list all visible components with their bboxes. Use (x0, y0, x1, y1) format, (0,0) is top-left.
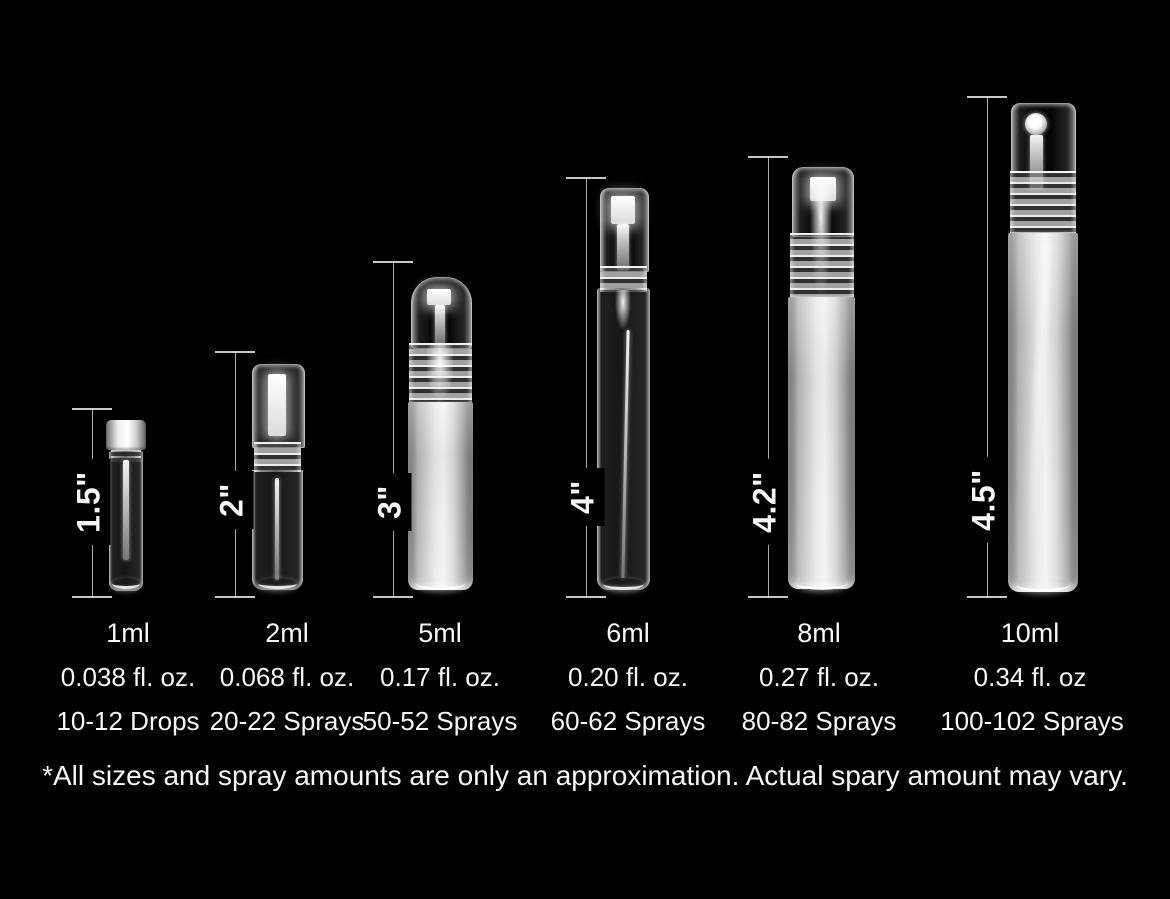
bottle-5ml-photo (406, 275, 475, 592)
fl-oz-label-10ml: 0.34 fl. oz (973, 662, 1087, 692)
base-highlight (258, 578, 297, 589)
measure-tick-top-2ml (215, 351, 255, 353)
spray-pump (268, 374, 286, 436)
measure-tick-top-8ml (748, 156, 788, 158)
base-highlight (416, 578, 465, 590)
spray-count-label-5ml: 50-52 Sprays (362, 706, 518, 736)
spray-count-label-6ml: 60-62 Sprays (550, 706, 706, 736)
dip-tube (275, 478, 279, 580)
height-label-6ml: 4" (561, 468, 605, 526)
bottle-cap (106, 420, 146, 450)
measure-tick-bottom-1ml (72, 596, 112, 598)
bottle-6ml-photo (595, 186, 652, 592)
base-highlight (1016, 577, 1070, 592)
measure-line-10ml (987, 96, 988, 598)
height-label-2ml: 2" (210, 471, 254, 529)
height-label-10ml: 4.5" (962, 457, 1006, 543)
bottle-1ml-photo (104, 418, 148, 594)
collar-ribs (254, 442, 301, 472)
volume-label-8ml: 8ml (797, 618, 841, 648)
spray-count-label-10ml: 100-102 Sprays (940, 706, 1124, 736)
measure-tick-top-10ml (967, 96, 1007, 98)
bottle-2ml-photo (250, 362, 305, 592)
base-highlight (603, 578, 644, 590)
height-label-1ml: 1.5" (67, 459, 111, 545)
measure-tick-bottom-8ml (748, 596, 788, 598)
bottle-body (788, 297, 855, 589)
spray-nozzle (427, 289, 451, 305)
spray-pump (611, 196, 635, 224)
measure-line-5ml (393, 261, 394, 598)
base-highlight (112, 578, 140, 589)
measure-tick-bottom-10ml (967, 596, 1007, 598)
highlight-glow (426, 343, 454, 403)
disclaimer-text: *All sizes and spray amounts are only an… (42, 760, 1128, 791)
measure-line-6ml (586, 177, 587, 598)
fl-oz-label-6ml: 0.20 fl. oz. (568, 662, 688, 692)
volume-label-2ml: 2ml (265, 618, 309, 648)
bottle-10ml-photo (1006, 101, 1080, 594)
spray-count-label-1ml: 10-12 Drops (56, 706, 200, 736)
measure-tick-bottom-5ml (373, 596, 413, 598)
measure-tick-top-1ml (72, 408, 112, 410)
height-label-8ml: 4.2" (743, 459, 787, 545)
pump-stem (617, 224, 629, 270)
measure-line-8ml (768, 156, 769, 598)
spray-count-label-8ml: 80-82 Sprays (741, 706, 897, 736)
collar-ribs (1010, 171, 1076, 233)
volume-label-6ml: 6ml (606, 618, 650, 648)
bottle-8ml-photo (786, 165, 857, 592)
measure-tick-top-6ml (566, 177, 606, 179)
height-label-5ml: 3" (368, 473, 412, 531)
applicator-stem (123, 460, 129, 560)
spray-count-label-2ml: 20-22 Sprays (209, 706, 365, 736)
collar-ribs (600, 266, 647, 292)
neck-glow (615, 290, 631, 330)
measure-tick-bottom-2ml (215, 596, 255, 598)
fl-oz-label-2ml: 0.068 fl. oz. (219, 662, 355, 692)
measure-tick-bottom-6ml (566, 596, 606, 598)
bottle-body (408, 402, 473, 590)
volume-label-10ml: 10ml (1000, 618, 1060, 648)
bottle-cap (1011, 103, 1076, 173)
fl-oz-label-8ml: 0.27 fl. oz. (759, 662, 879, 692)
collar-ribs (790, 233, 854, 297)
fl-oz-label-1ml: 0.038 fl. oz. (60, 662, 196, 692)
spray-nozzle (1025, 113, 1047, 135)
pump-stem (435, 305, 445, 345)
volume-label-5ml: 5ml (418, 618, 462, 648)
fl-oz-label-5ml: 0.17 fl. oz. (380, 662, 500, 692)
volume-label-1ml: 1ml (106, 618, 150, 648)
measure-tick-top-5ml (373, 261, 413, 263)
base-highlight (796, 577, 847, 590)
